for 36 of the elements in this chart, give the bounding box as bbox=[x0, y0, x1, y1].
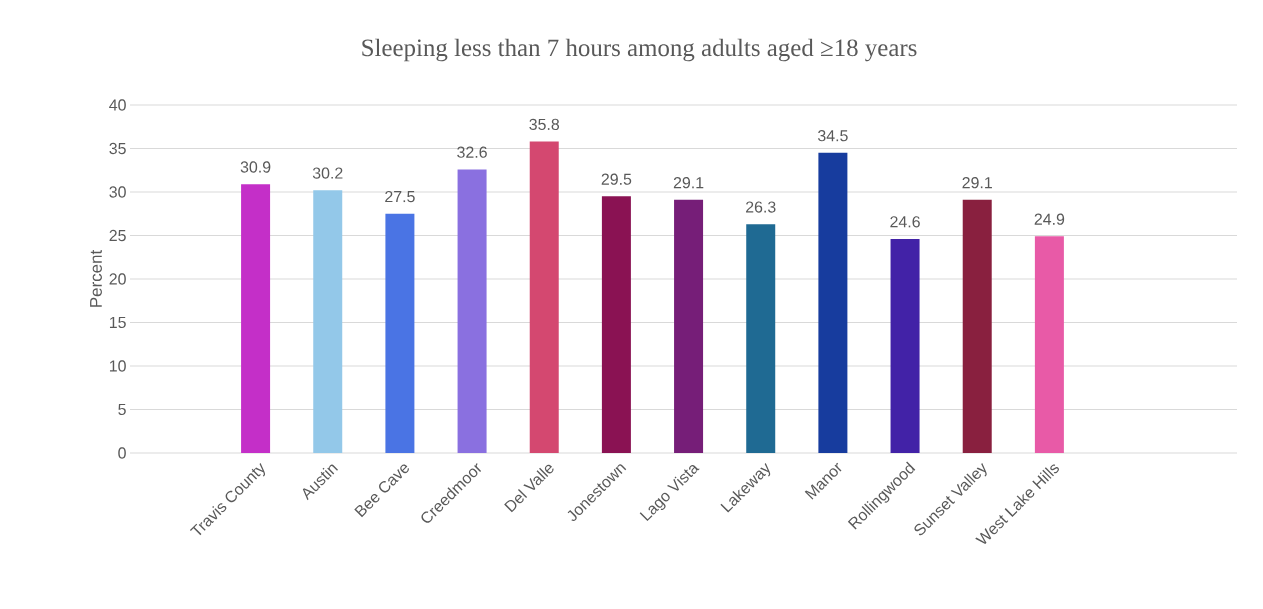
data-label: 34.5 bbox=[817, 130, 848, 142]
bar bbox=[529, 141, 559, 453]
y-axis-title: Percent bbox=[90, 249, 102, 307]
bar bbox=[457, 169, 487, 453]
y-tick-label: 15 bbox=[109, 316, 126, 329]
y-tick-label: 5 bbox=[118, 403, 126, 416]
x-tick-label: Del Valle bbox=[504, 464, 554, 513]
bar bbox=[313, 190, 343, 453]
y-tick-label: 0 bbox=[118, 447, 126, 459]
data-label: 27.5 bbox=[385, 190, 415, 203]
bar bbox=[1034, 236, 1064, 453]
y-tick-label: 30 bbox=[109, 186, 126, 198]
chart-title: Sleeping less than 7 hours among adults aged ≥18 years bbox=[362, 38, 917, 62]
bar bbox=[241, 184, 271, 453]
data-label: 24.6 bbox=[890, 216, 920, 228]
y-tick-label: 40 bbox=[109, 99, 126, 111]
bar bbox=[601, 196, 631, 453]
data-label: 30.9 bbox=[240, 161, 271, 173]
data-label: 29.1 bbox=[673, 177, 704, 189]
y-tick-label: 35 bbox=[109, 142, 126, 155]
bar bbox=[890, 238, 920, 453]
bar bbox=[674, 199, 704, 453]
data-label: 26.3 bbox=[746, 201, 776, 213]
data-label: 24.9 bbox=[1034, 213, 1065, 225]
data-label: 29.5 bbox=[601, 173, 632, 185]
data-label: 29.1 bbox=[962, 177, 992, 189]
bar bbox=[746, 224, 776, 453]
y-tick-label: 20 bbox=[109, 273, 126, 285]
data-label: 35.8 bbox=[529, 118, 560, 131]
bar bbox=[818, 152, 848, 453]
data-label: 32.6 bbox=[457, 146, 487, 158]
bar bbox=[962, 199, 992, 453]
y-tick-label: 10 bbox=[109, 360, 126, 372]
bar bbox=[385, 213, 415, 453]
data-label: 30.2 bbox=[312, 167, 343, 179]
y-tick-label: 25 bbox=[109, 229, 126, 242]
